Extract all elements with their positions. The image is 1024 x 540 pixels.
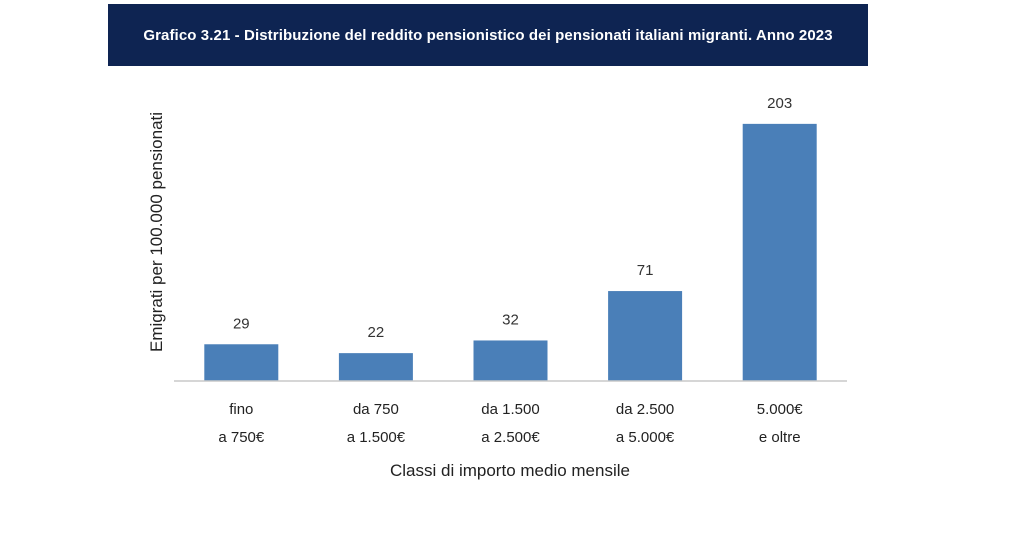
bar: [608, 291, 683, 381]
chart-title-bar: Grafico 3.21 - Distribuzione del reddito…: [108, 4, 868, 66]
data-label: 22: [368, 324, 385, 341]
x-tick-label: da 750: [353, 401, 399, 418]
x-tick-label: a 5.000€: [616, 429, 675, 446]
x-tick-label: da 2.500: [616, 401, 674, 418]
x-tick-label: da 1.500: [481, 401, 539, 418]
labels-group: 29 fino a 750€ 22 da 750 a 1.500€ 32 da 1.500 a …: [218, 95, 803, 446]
x-tick-label: e oltre: [759, 429, 801, 446]
x-tick-label: a 1.500€: [347, 429, 406, 446]
x-axis-title: Classi di importo medio mensile: [390, 461, 630, 480]
x-tick-label: 5.000€: [757, 401, 804, 418]
data-label: 29: [233, 315, 250, 332]
chart-title: Grafico 3.21 - Distribuzione del reddito…: [143, 26, 833, 44]
data-label: 71: [637, 262, 654, 279]
x-tick-label: a 750€: [218, 429, 265, 446]
bar: [473, 340, 548, 381]
bar: [204, 344, 279, 381]
bar: [338, 353, 413, 381]
x-tick-label: fino: [229, 401, 253, 418]
bar: [742, 123, 817, 381]
data-label: 32: [502, 311, 519, 328]
bars-group: [204, 123, 817, 381]
y-axis-title: Emigrati per 100.000 pensionati: [147, 112, 166, 352]
x-tick-label: a 2.500€: [481, 429, 540, 446]
data-label: 203: [767, 95, 792, 112]
